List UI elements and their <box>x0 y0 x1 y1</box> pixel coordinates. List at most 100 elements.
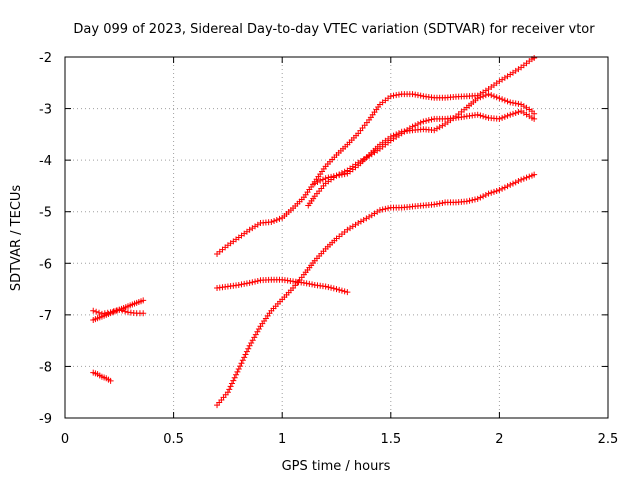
data-point <box>507 99 514 106</box>
data-point <box>409 91 416 98</box>
data-point <box>241 280 248 287</box>
data-point <box>485 91 492 98</box>
data-point <box>319 176 326 183</box>
data-point <box>496 95 503 102</box>
data-point <box>518 176 525 183</box>
data-point <box>360 216 367 223</box>
data-point <box>376 207 383 214</box>
data-point <box>431 201 438 208</box>
y-tick-label: -5 <box>39 206 52 221</box>
data-point <box>531 110 538 117</box>
data-point <box>273 216 280 223</box>
data-point <box>414 92 421 99</box>
data-point <box>255 326 262 333</box>
data-point <box>303 280 310 287</box>
data-point <box>110 308 117 315</box>
data-point <box>482 114 489 121</box>
data-point <box>439 122 446 129</box>
y-tick-label: -9 <box>39 412 52 427</box>
data-point <box>333 172 340 179</box>
data-point <box>417 92 424 99</box>
data-points <box>90 55 538 409</box>
data-point <box>252 278 259 285</box>
data-point <box>436 200 443 207</box>
data-point <box>504 112 511 119</box>
y-axis-label: SDTVAR / TECUs <box>9 185 24 292</box>
plot-frame <box>64 56 609 419</box>
data-point <box>501 184 508 191</box>
y-tick-label: -7 <box>39 309 52 324</box>
data-point <box>338 170 345 177</box>
data-point <box>228 380 235 387</box>
data-point <box>466 197 473 204</box>
y-tick-label: -8 <box>39 360 52 375</box>
data-point <box>501 97 508 104</box>
data-point <box>496 187 503 194</box>
data-point <box>482 191 489 198</box>
data-point <box>322 283 329 290</box>
data-point <box>344 289 351 296</box>
data-point <box>341 288 348 295</box>
data-point <box>471 196 478 203</box>
data-point <box>496 115 503 122</box>
data-point <box>474 195 481 202</box>
data-point <box>433 125 440 132</box>
data-point <box>515 178 522 185</box>
data-point <box>526 173 533 180</box>
y-tick-label: -6 <box>39 257 52 272</box>
data-series <box>214 171 538 409</box>
data-point <box>393 92 400 99</box>
data-point <box>276 215 283 222</box>
data-point <box>425 117 432 124</box>
data-point <box>107 377 114 384</box>
data-point <box>338 287 345 294</box>
x-tick-label: 1.5 <box>380 432 401 447</box>
data-point <box>235 366 242 373</box>
data-point <box>122 308 129 315</box>
data-point <box>409 123 416 130</box>
data-point <box>507 111 514 118</box>
data-point <box>523 174 530 181</box>
data-point <box>499 96 506 103</box>
data-point <box>116 306 123 313</box>
data-point <box>317 177 324 184</box>
data-point <box>417 119 424 126</box>
data-point <box>234 368 241 375</box>
data-point <box>488 92 495 99</box>
data-point <box>226 386 233 393</box>
x-tick-label: 2 <box>495 432 503 447</box>
data-point <box>382 205 389 212</box>
y-tick-labels: -2 -3 -4 -5 -6 -7 -8 -9 <box>39 51 52 427</box>
data-point <box>140 297 147 304</box>
data-point <box>96 309 103 316</box>
data-point <box>463 198 470 205</box>
data-point <box>243 280 250 287</box>
data-point <box>242 351 249 358</box>
data-point <box>512 100 519 107</box>
data-point <box>231 374 238 381</box>
data-point <box>98 310 105 317</box>
data-point <box>140 310 147 317</box>
data-point <box>531 115 538 122</box>
x-tick-label: 1 <box>278 432 286 447</box>
data-point <box>357 218 364 225</box>
data-point <box>501 113 508 120</box>
data-point <box>428 116 435 123</box>
data-point <box>480 93 487 100</box>
data-point <box>90 307 97 314</box>
data-point <box>239 357 246 364</box>
data-point <box>474 111 481 118</box>
data-point <box>330 173 337 180</box>
data-point <box>230 377 237 384</box>
data-point <box>512 179 519 186</box>
y-tick-label: -4 <box>39 154 52 169</box>
data-point <box>309 281 316 288</box>
data-series <box>214 55 538 258</box>
data-series <box>311 108 538 187</box>
data-point <box>431 127 438 134</box>
data-point <box>249 279 256 286</box>
data-series <box>305 91 538 209</box>
data-point <box>330 285 337 292</box>
data-series <box>214 276 351 296</box>
